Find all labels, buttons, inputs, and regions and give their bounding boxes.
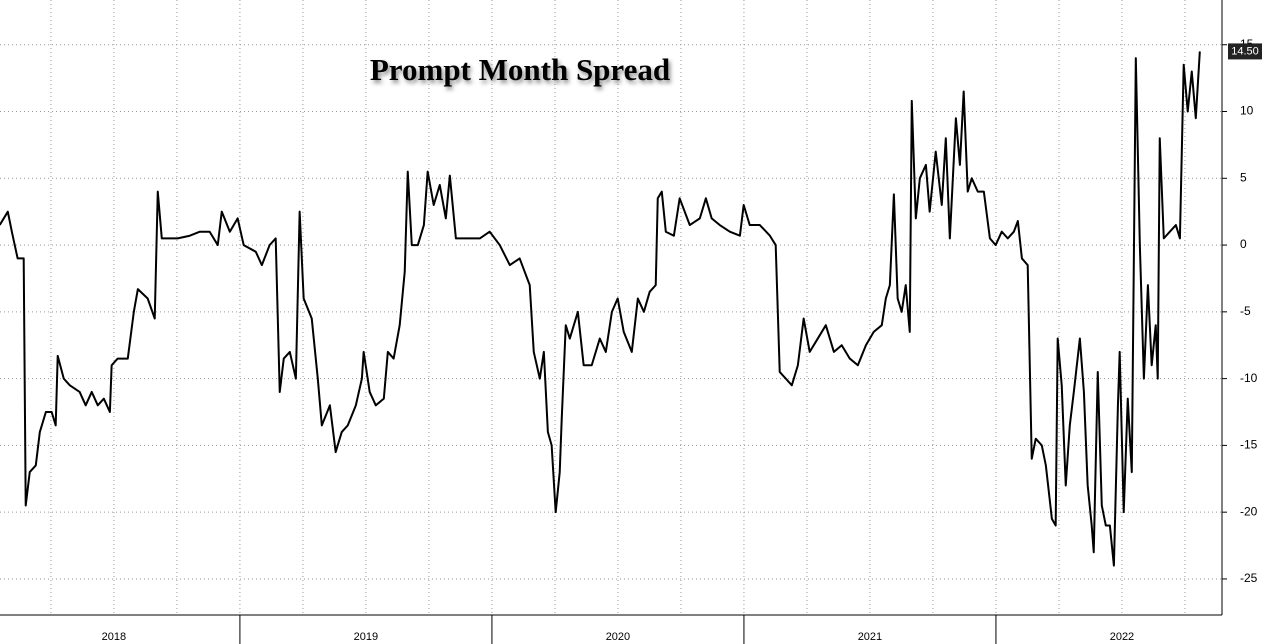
y-tick-label: -5	[1240, 304, 1251, 318]
y-tick-label: 10	[1240, 104, 1254, 118]
x-tick-label: 2021	[858, 631, 882, 643]
line-series	[0, 51, 1201, 567]
last-value-label: 14.50	[1231, 45, 1259, 57]
x-tick-label: 2022	[1110, 631, 1134, 643]
last-value-box	[1228, 43, 1262, 60]
y-tick-label: 0	[1240, 237, 1247, 251]
chart-title: Prompt Month Spread	[370, 52, 670, 87]
y-tick-label: -25	[1240, 571, 1258, 585]
plot: 14.50	[0, 43, 1262, 567]
y-tick-label: -10	[1240, 371, 1258, 385]
x-tick-label: 2018	[102, 631, 126, 643]
y-tick-label: -15	[1240, 438, 1258, 452]
x-tick-label: 2019	[354, 631, 378, 643]
x-tick-label: 2020	[606, 631, 630, 643]
y-tick-label: -20	[1240, 504, 1258, 518]
y-tick-label: 5	[1240, 170, 1247, 184]
